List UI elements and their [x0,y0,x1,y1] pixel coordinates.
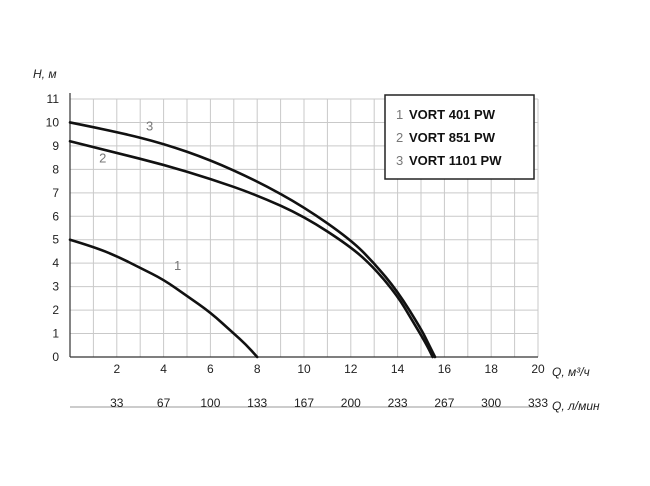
x-secondary-tick-label: 167 [294,396,314,410]
x-secondary-tick-label: 300 [481,396,501,410]
legend: 1 VORT 401 PW 2 VORT 851 PW 3 VORT 1101 PW [384,94,535,180]
y-tick-label: 3 [52,280,59,294]
x-tick-label: 18 [485,362,499,376]
x-tick-label: 20 [531,362,545,376]
y-tick-label: 8 [52,162,59,176]
curve-2 [68,139,434,359]
y-tick-label: 9 [52,139,59,153]
y-tick-label: 7 [52,186,59,200]
y-tick-label: 11 [47,92,60,106]
legend-box [384,94,535,180]
x-axis-title: Q, м³/ч [552,365,590,379]
x-secondary-tick-label: 267 [434,396,454,410]
y-tick-label: 2 [52,303,59,317]
x-tick-label: 10 [297,362,311,376]
x-secondary-tick-label: 133 [247,396,267,410]
y-tick-label: 5 [52,233,59,247]
legend-item-number: 2 [396,130,403,145]
y-axis-title: H, м [33,67,57,81]
curve-3 [68,121,437,359]
x-secondary-tick-label: 233 [388,396,408,410]
legend-item-number: 3 [396,153,403,168]
y-tick-label: 1 [52,327,59,341]
x-secondary-tick-label: 33 [110,396,124,410]
y-tick-label: 10 [46,115,60,129]
x-tick-label: 12 [344,362,358,376]
curve-label-2: 2 [99,150,106,165]
x-tick-label: 2 [113,362,120,376]
curves: 1 2 3 [68,119,437,359]
axes [69,93,538,408]
x-tick-label: 8 [254,362,261,376]
x-secondary-tick-label: 333 [528,396,548,410]
x-tick-label: 4 [160,362,167,376]
x-secondary-tick-label: 200 [341,396,361,410]
legend-item-number: 1 [396,107,403,122]
y-tick-label: 6 [52,209,59,223]
legend-item-name: VORT 1101 PW [409,153,502,168]
legend-item-name: VORT 851 PW [409,130,496,145]
x-secondary-tick-label: 67 [157,396,171,410]
legend-item-name: VORT 401 PW [409,107,496,122]
x-tick-label: 6 [207,362,214,376]
curve-1 [68,238,259,359]
x-secondary-tick-label: 100 [200,396,220,410]
x-tick-label: 16 [438,362,452,376]
curve-label-3: 3 [146,119,153,134]
y-tick-label: 4 [52,256,59,270]
y-tick-label: 0 [52,350,59,364]
curve-label-1: 1 [174,258,181,273]
x-tick-label: 14 [391,362,405,376]
x-axis-secondary-title: Q, л/мин [552,399,600,413]
